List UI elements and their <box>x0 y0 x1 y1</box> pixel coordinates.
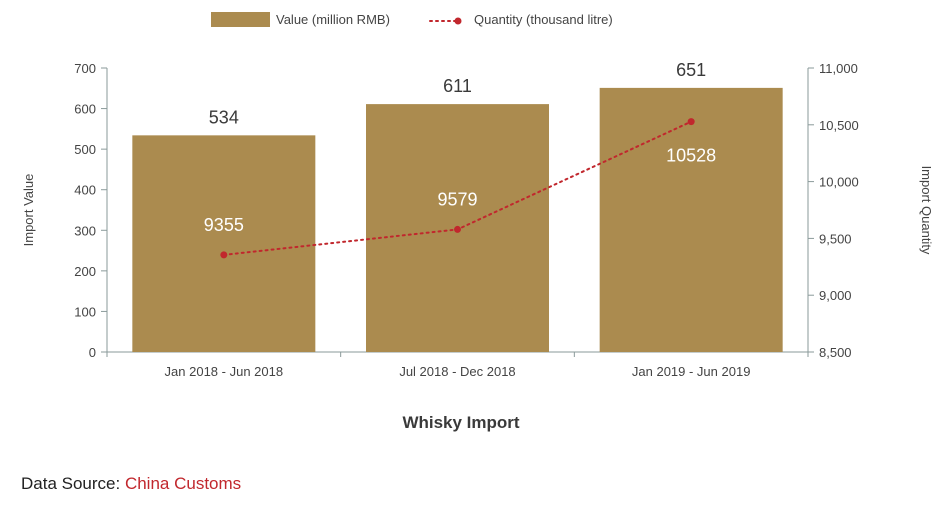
data-source: Data Source: China Customs <box>21 474 241 494</box>
legend-label-value: Value (million RMB) <box>276 12 390 27</box>
line-point <box>454 225 461 233</box>
line-series: 9355 9579 10528 <box>204 118 716 259</box>
left-axis-tick-label: 600 <box>74 102 96 117</box>
left-axis-tick-label: 200 <box>74 264 96 279</box>
bar-value-label: 611 <box>443 76 472 96</box>
left-axis-tick-label: 300 <box>74 223 96 238</box>
legend-label-quantity: Quantity (thousand litre) <box>474 12 613 27</box>
bar-value-label: 534 <box>209 107 239 127</box>
right-axis-tick-label: 11,000 <box>819 61 858 76</box>
right-axis-tick-label: 10,500 <box>819 118 859 133</box>
right-axis-tick-label: 9,500 <box>819 231 852 246</box>
bar-value-label: 651 <box>676 60 706 80</box>
right-axis-tick-label: 10,000 <box>819 175 859 190</box>
line-value-label: 10528 <box>666 146 716 166</box>
x-axis-tick-label: Jul 2018 - Dec 2018 <box>399 364 515 379</box>
y-axis-left-label: Import Value <box>21 174 36 247</box>
chart: Value (million RMB) Quantity (thousand li… <box>21 12 934 432</box>
left-axis-tick-label: 0 <box>89 345 96 360</box>
left-axis-tick-label: 400 <box>74 183 96 198</box>
x-axis-tick-label: Jan 2018 - Jun 2018 <box>165 364 284 379</box>
left-axis-tick-label: 100 <box>74 304 96 319</box>
legend-swatch-value <box>211 12 270 27</box>
chart-title: Whisky Import <box>402 413 519 432</box>
line-point <box>220 251 228 259</box>
y-axis-right-label: Import Quantity <box>919 166 934 255</box>
axes: 0 100 200 300 400 500 600 700 8,500 9,000 9,500 10,… <box>21 61 934 379</box>
left-axis-tick-label: 700 <box>74 61 96 76</box>
line-value-label: 9355 <box>204 215 244 235</box>
legend: Value (million RMB) Quantity (thousand li… <box>211 12 613 27</box>
right-axis-tick-label: 8,500 <box>819 345 852 360</box>
bar <box>132 135 316 352</box>
right-axis-tick-label: 9,000 <box>819 288 852 303</box>
data-source-name: China Customs <box>124 474 242 493</box>
line-point <box>687 118 695 126</box>
line-value-label: 9579 <box>437 189 477 209</box>
left-axis-tick-label: 500 <box>74 142 96 157</box>
x-axis-tick-label: Jan 2019 - Jun 2019 <box>632 364 751 379</box>
legend-swatch-quantity-marker <box>454 17 462 25</box>
bar <box>599 87 783 352</box>
data-source-label: Data Source: <box>21 474 125 493</box>
